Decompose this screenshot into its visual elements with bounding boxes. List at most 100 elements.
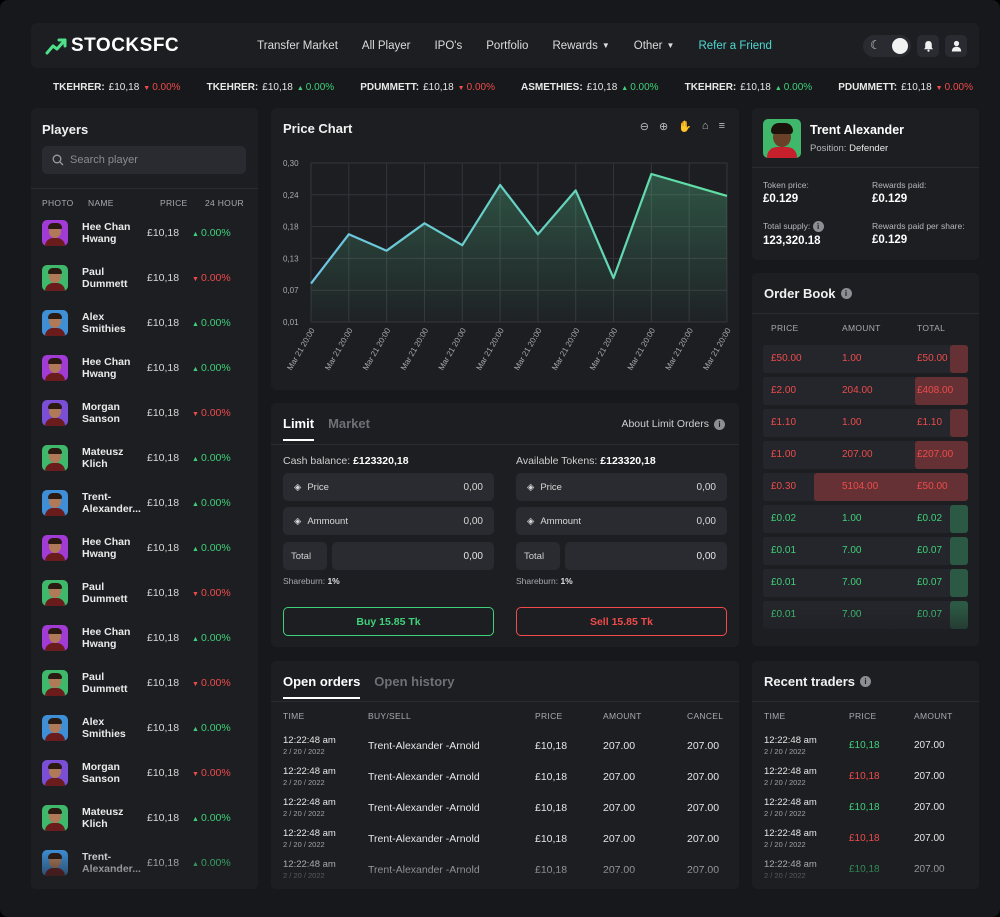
ticker-item[interactable]: ASMETHIES: £10,18 ▲ 0.00% (521, 82, 659, 93)
order-book-row[interactable]: £2.00 204.00 £408.00 (752, 377, 979, 405)
player-row[interactable]: Paul Dummett £10,18 ▼ 0.00% (31, 570, 258, 615)
ticker-item[interactable]: TKEHRER: £10,18 ▲ 0.00% (685, 82, 813, 93)
trade-date: 2 / 20 / 2022 (764, 840, 806, 849)
toggle-knob (892, 37, 908, 54)
logo[interactable]: STOCKSFC (45, 35, 179, 57)
trade-time: 12:22:48 am 2 / 20 / 2022 (764, 828, 817, 850)
info-icon[interactable]: i (860, 676, 872, 687)
tab-limit[interactable]: Limit (283, 416, 315, 441)
search-box[interactable] (42, 146, 246, 174)
player-row[interactable]: Hee Chan Hwang £10,18 ▲ 0.00% (31, 345, 258, 390)
player-row[interactable]: Alex Smithies £10,18 ▲ 0.00% (31, 300, 258, 345)
zoom-in-icon[interactable]: ⊕ (659, 121, 669, 133)
order-date: 2 / 20 / 2022 (283, 840, 325, 849)
player-change-value: 0.00% (200, 766, 231, 779)
buy-button[interactable]: Buy 15.85 Tk (283, 607, 494, 636)
trade-row[interactable]: 12:22:48 am 2 / 20 / 2022 £10,18 207.00 (752, 825, 979, 856)
ticker-item[interactable]: TKEHRER: £10,18 ▲ 0.00% (207, 82, 335, 93)
trade-row[interactable]: 12:22:48 am 2 / 20 / 2022 £10,18 207.00 (752, 856, 979, 887)
sell-price-field[interactable]: ◈ Price 0,00 (516, 473, 727, 501)
sell-amount-field[interactable]: ◈ Ammount 0,00 (516, 507, 727, 535)
player-row[interactable]: Trent-Alexander... £10,18 ▲ 0.00% (31, 480, 258, 525)
nav-item-4[interactable]: Rewards ▼ (552, 40, 609, 52)
ticker-change: ▲ 0.00% (297, 82, 334, 93)
sell-total-field[interactable]: 0,00 (565, 542, 727, 570)
order-cancel[interactable]: 207.00 (687, 864, 720, 876)
trade-row[interactable]: 12:22:48 am 2 / 20 / 2022 £10,18 207.00 (752, 794, 979, 825)
trade-row[interactable]: 12:22:48 am 2 / 20 / 2022 £10,18 207.00 (752, 763, 979, 794)
buy-total-field[interactable]: 0,00 (332, 542, 494, 570)
buy-amount-field[interactable]: ◈ Ammount 0,00 (283, 507, 494, 535)
profile-button[interactable] (945, 34, 967, 57)
order-price: £10,18 (535, 771, 568, 783)
player-row[interactable]: Morgan Sanson £10,18 ▼ 0.00% (31, 750, 258, 795)
book-amount: 207.00 (842, 449, 873, 460)
player-row[interactable]: Trent-Alexander... £10,18 ▲ 0.00% (31, 840, 258, 885)
trade-time-value: 12:22:48 am (764, 735, 817, 746)
player-row[interactable]: Morgan Sanson £10,18 ▼ 0.00% (31, 390, 258, 435)
order-cancel[interactable]: 207.00 (687, 833, 720, 845)
info-icon[interactable]: i (812, 221, 824, 232)
ticker-item[interactable]: PDUMMETT: £10,18 ▼ 0.00% (838, 82, 973, 93)
home-icon[interactable]: ⌂ (701, 120, 709, 132)
notifications-button[interactable] (917, 34, 939, 57)
nav-item-0[interactable]: Transfer Market (257, 40, 338, 52)
buy-price-field[interactable]: ◈ Price 0,00 (283, 473, 494, 501)
menu-icon[interactable]: ≡ (718, 120, 725, 132)
buy-total-label: Total (283, 542, 327, 570)
info-icon[interactable]: i (840, 288, 852, 299)
theme-toggle[interactable]: ☾ (863, 34, 911, 57)
trade-row[interactable]: 12:22:48 am 2 / 20 / 2022 £10,18 207.00 (752, 732, 979, 763)
player-row[interactable]: Hee Chan Hwang £10,18 ▲ 0.00% (31, 525, 258, 570)
order-book-row[interactable]: £0.02 1.00 £0.02 (752, 505, 979, 533)
arrow-up-icon: ▲ (192, 320, 199, 328)
x-tick-label: Mar 21 20:00 (437, 326, 469, 372)
player-row[interactable]: Alex Smithies £10,18 ▲ 0.00% (31, 705, 258, 750)
player-row[interactable]: Hee Chan Hwang £10,18 ▲ 0.00% (31, 210, 258, 255)
order-book-row[interactable]: £0.01 7.00 £0.07 (752, 537, 979, 565)
nav-item-1[interactable]: All Player (362, 40, 411, 52)
order-book-row[interactable]: £1.00 207.00 £207.00 (752, 441, 979, 469)
ticker-item[interactable]: PDUMMETT: £10,18 ▼ 0.00% (360, 82, 495, 93)
shareburn-label: Shareburn: (283, 576, 326, 586)
chevron-down-icon: ▼ (666, 41, 675, 50)
header-name: NAME (88, 198, 114, 208)
nav-item-2[interactable]: IPO's (434, 40, 462, 52)
arrow-up-icon: ▲ (192, 365, 199, 373)
tab-open-orders[interactable]: Open orders (283, 674, 361, 699)
order-book-row[interactable]: £0.30 5104.00 £50.00 (752, 473, 979, 501)
player-row[interactable]: Mateusz Klich £10,18 ▲ 0.00% (31, 795, 258, 840)
nav-item-3[interactable]: Portfolio (486, 40, 528, 52)
zoom-out-icon[interactable]: ⊖ (639, 121, 649, 133)
rewards-paid-stat: Rewards paid: £0.129 (872, 180, 926, 205)
order-row[interactable]: 12:22:48 am 2 / 20 / 2022 Trent-Alexander … (271, 763, 739, 794)
order-time: 12:22:48 am 2 / 20 / 2022 (283, 859, 336, 881)
order-row[interactable]: 12:22:48 am 2 / 20 / 2022 Trent-Alexander … (271, 825, 739, 856)
ticker-item[interactable]: TKEHRER: £10,18 ▼ 0.00% (53, 82, 181, 93)
order-row[interactable]: 12:22:48 am 2 / 20 / 2022 Trent-Alexander … (271, 794, 739, 825)
order-book-row[interactable]: £1.10 1.00 £1.10 (752, 409, 979, 437)
order-cancel[interactable]: 207.00 (687, 771, 720, 783)
tab-market[interactable]: Market (328, 416, 370, 431)
order-cancel[interactable]: 207.00 (687, 802, 720, 814)
tab-open-history[interactable]: Open history (374, 674, 455, 689)
player-row[interactable]: Paul Dummett £10,18 ▼ 0.00% (31, 255, 258, 300)
player-row[interactable]: Hee Chan Hwang £10,18 ▲ 0.00% (31, 615, 258, 660)
order-book-row[interactable]: £0.01 7.00 £0.07 (752, 569, 979, 597)
x-tick-label: Mar 21 20:00 (701, 326, 733, 372)
order-cancel[interactable]: 207.00 (687, 740, 720, 752)
order-row[interactable]: 12:22:48 am 2 / 20 / 2022 Trent-Alexander … (271, 732, 739, 763)
sell-button[interactable]: Sell 15.85 Tk (516, 607, 727, 636)
nav-item-6[interactable]: Refer a Friend (698, 40, 772, 52)
pan-hand-icon[interactable]: ✋ (678, 121, 692, 133)
player-row[interactable]: Mateusz Klich £10,18 ▲ 0.00% (31, 435, 258, 480)
player-row[interactable]: Paul Dummett £10,18 ▼ 0.00% (31, 660, 258, 705)
order-book-row[interactable]: £50.00 1.00 £50.00 (752, 345, 979, 373)
order-row[interactable]: 12:22:48 am 2 / 20 / 2022 Trent-Alexander … (271, 856, 739, 887)
x-tick-label: Mar 21 20:00 (626, 326, 658, 372)
order-book-row[interactable]: £0.01 7.00 £0.07 (752, 601, 979, 629)
search-input[interactable] (70, 154, 240, 166)
nav-item-5[interactable]: Other ▼ (634, 40, 675, 52)
order-player: Trent-Alexander -Arnold (368, 802, 480, 814)
about-limit-orders-link[interactable]: About Limit Orders i (621, 418, 725, 430)
